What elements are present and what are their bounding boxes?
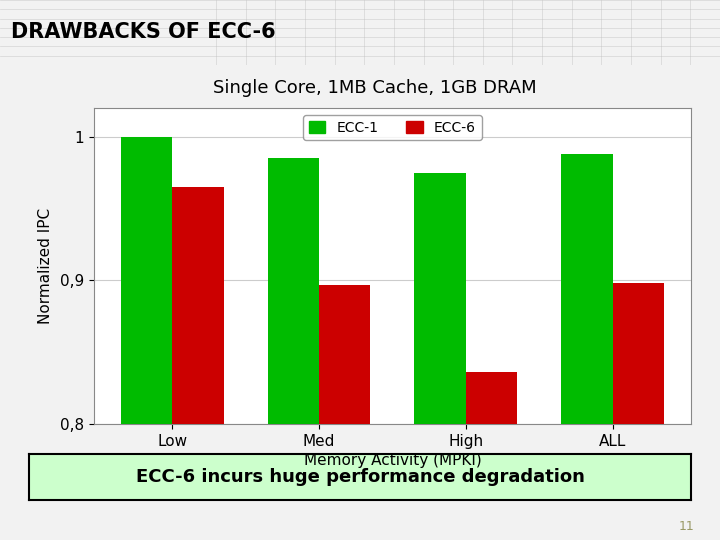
- Bar: [613, 283, 664, 540]
- Text: Single Core, 1MB Cache, 1GB DRAM: Single Core, 1MB Cache, 1GB DRAM: [212, 79, 536, 97]
- Legend: ECC-1, ECC-6: ECC-1, ECC-6: [303, 115, 482, 140]
- Bar: [319, 285, 370, 540]
- Bar: [172, 187, 223, 540]
- Text: 11: 11: [679, 520, 695, 533]
- Bar: [562, 154, 613, 540]
- Bar: [415, 173, 466, 540]
- Y-axis label: Normalized IPC: Normalized IPC: [37, 208, 53, 324]
- Bar: [466, 372, 517, 540]
- Text: DRAWBACKS OF ECC-6: DRAWBACKS OF ECC-6: [11, 22, 276, 43]
- X-axis label: Memory Activity (MPKI): Memory Activity (MPKI): [304, 453, 481, 468]
- Bar: [121, 137, 172, 540]
- Text: ECC-6 incurs huge performance degradation: ECC-6 incurs huge performance degradatio…: [135, 468, 585, 485]
- Bar: [268, 158, 319, 540]
